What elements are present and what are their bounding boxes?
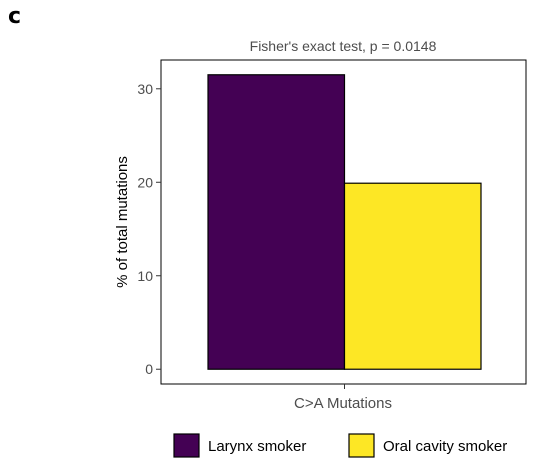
x-axis-label: C>A Mutations [294,395,392,412]
legend-swatch [173,433,200,458]
panel-label: c [8,4,22,29]
y-axis: 0 10 20 30 [137,81,161,377]
bar-larynx-smoker [207,74,346,370]
y-tick-label: 10 [137,268,153,284]
y-tick-label: 20 [137,174,153,190]
y-axis-label: % of total mutations [114,156,131,288]
y-tick-label: 0 [145,361,153,377]
legend-label: Oral cavity smoker [383,438,507,455]
chart-title: Fisher's exact test, p = 0.0148 [250,38,437,54]
bar-group [207,74,482,370]
y-tick-label: 30 [137,81,153,97]
legend-item-larynx-smoker: Larynx smoker [173,433,306,458]
plot-panel [160,59,527,385]
legend: Larynx smoker Oral cavity smoker [173,433,507,458]
legend-label: Larynx smoker [208,438,306,455]
legend-swatch [348,433,375,458]
bar-oral-cavity-smoker [343,182,482,370]
legend-item-oral-cavity-smoker: Oral cavity smoker [348,433,507,458]
